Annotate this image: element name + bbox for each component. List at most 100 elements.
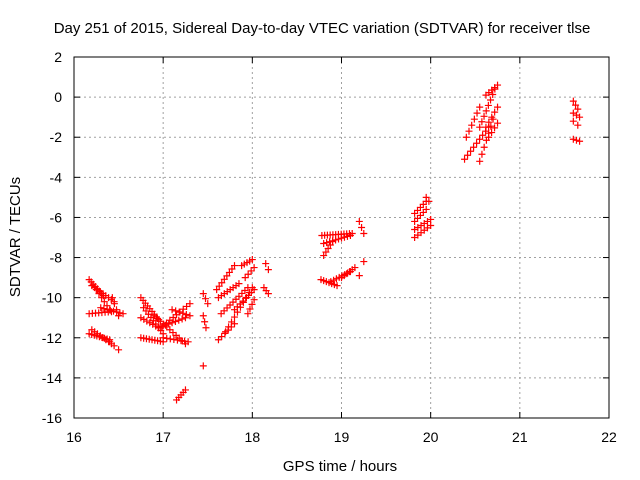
data-point — [143, 317, 151, 325]
data-point — [482, 107, 490, 115]
data-point — [201, 318, 209, 326]
x-axis-label: GPS time / hours — [283, 458, 397, 475]
y-tick-label: -10 — [42, 290, 62, 306]
data-point — [355, 217, 363, 225]
data-point — [100, 298, 108, 306]
data-point — [322, 248, 330, 256]
y-tick-label: -16 — [42, 410, 62, 426]
data-point — [152, 322, 160, 330]
data-point — [202, 295, 210, 303]
data-point — [464, 151, 472, 159]
data-point — [182, 311, 190, 319]
data-point — [106, 338, 114, 346]
data-point — [476, 135, 484, 143]
data-point — [482, 123, 490, 131]
data-point — [360, 258, 368, 266]
data-point — [137, 314, 145, 322]
data-point — [358, 223, 366, 231]
y-tick-label: -4 — [50, 169, 63, 185]
data-point — [422, 193, 430, 201]
data-point — [231, 262, 238, 270]
data-point — [476, 123, 484, 131]
data-point — [326, 241, 334, 249]
data-point — [494, 103, 502, 111]
y-tick-label: 2 — [54, 49, 62, 65]
data-point — [113, 306, 121, 314]
data-point — [109, 307, 117, 315]
data-point — [248, 300, 256, 308]
data-point — [264, 290, 272, 298]
data-point — [473, 139, 481, 147]
data-point — [110, 342, 118, 350]
data-point — [146, 319, 154, 327]
data-point — [171, 317, 179, 325]
data-point — [181, 314, 189, 322]
data-point — [155, 324, 163, 332]
data-point — [110, 300, 118, 308]
data-point — [100, 305, 108, 313]
data-point — [199, 312, 207, 320]
data-point — [569, 117, 577, 125]
data-point — [489, 91, 497, 99]
data-point — [241, 274, 249, 282]
data-point — [204, 300, 212, 308]
data-point — [178, 315, 186, 323]
data-point — [488, 113, 496, 121]
data-point — [140, 315, 148, 323]
data-point — [572, 136, 580, 144]
y-axis: -16 -14 -12 -10 -8 -6 -4 -2 0 2 — [42, 49, 609, 426]
data-point — [181, 386, 189, 394]
data-point — [487, 96, 495, 104]
data-point — [218, 333, 226, 341]
data-point — [250, 264, 258, 272]
data-point — [485, 133, 493, 141]
x-tick-label: 20 — [423, 429, 439, 445]
data-point — [97, 304, 105, 312]
x-tick-label: 16 — [66, 429, 82, 445]
y-tick-label: -2 — [50, 129, 63, 145]
data-point — [487, 122, 495, 130]
data-point — [202, 324, 210, 332]
data-point — [351, 264, 359, 272]
data-point — [576, 137, 584, 145]
data-point — [250, 286, 258, 294]
data-point — [348, 229, 356, 237]
data-point — [494, 81, 502, 89]
data-point — [494, 119, 502, 127]
data-point — [461, 155, 469, 163]
data-point — [480, 143, 488, 151]
data-point — [244, 310, 252, 318]
data-point — [225, 323, 233, 331]
data-point — [172, 307, 180, 315]
x-tick-label: 21 — [512, 429, 528, 445]
data-point — [574, 105, 582, 113]
data-point — [221, 329, 229, 337]
data-point — [175, 316, 183, 324]
data-point — [479, 131, 487, 139]
data-point — [574, 121, 582, 129]
data-series — [85, 81, 584, 404]
data-point — [264, 266, 272, 274]
y-tick-label: -8 — [50, 250, 63, 266]
data-point — [115, 312, 123, 320]
data-point — [569, 135, 577, 143]
data-point — [248, 256, 256, 264]
data-point — [491, 124, 499, 132]
data-point — [98, 294, 106, 302]
data-point — [569, 97, 577, 105]
data-point — [179, 309, 187, 317]
data-point — [485, 118, 493, 126]
data-point — [214, 336, 222, 344]
data-point — [470, 143, 478, 151]
data-point — [222, 328, 230, 336]
data-point — [250, 296, 258, 304]
data-point — [470, 115, 478, 123]
data-point — [119, 310, 127, 318]
data-point — [320, 240, 328, 248]
data-point — [199, 290, 207, 298]
data-point — [488, 129, 496, 137]
x-tick-label: 22 — [601, 429, 617, 445]
data-point — [103, 305, 111, 313]
data-point — [576, 113, 584, 121]
data-point — [184, 338, 192, 346]
